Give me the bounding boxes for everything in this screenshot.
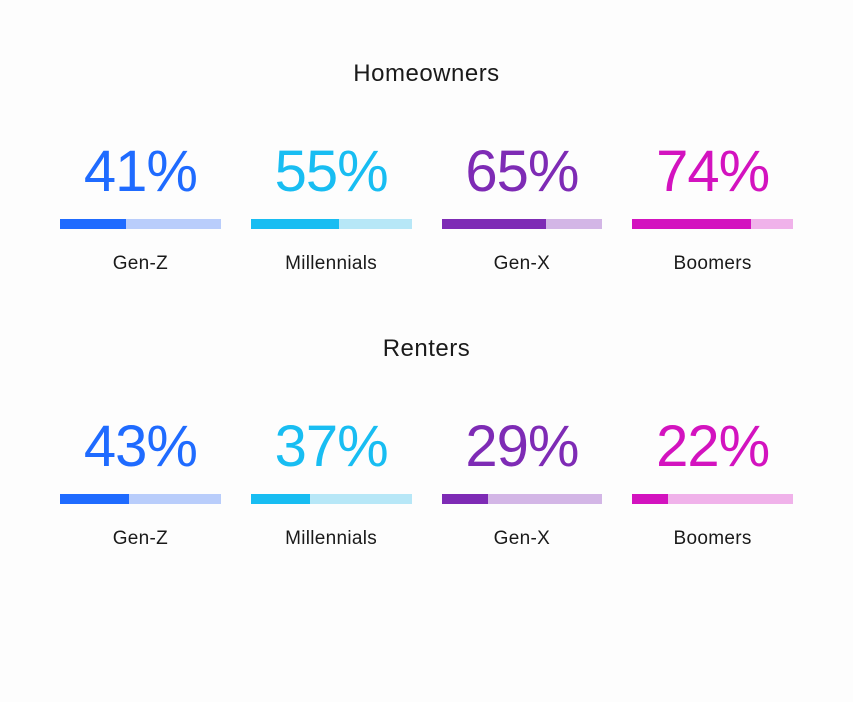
section-title-renters: Renters — [60, 335, 793, 363]
item-label: Gen-Z — [113, 253, 168, 275]
item-homeowners-millennials: 55% Millennials — [251, 143, 412, 275]
bar-track — [442, 219, 603, 229]
item-label: Gen-X — [494, 528, 550, 550]
item-renters-genx: 29% Gen-X — [442, 418, 603, 550]
item-label: Gen-Z — [113, 528, 168, 550]
bar-fill — [632, 494, 667, 504]
bar-fill — [60, 494, 129, 504]
item-renters-millennials: 37% Millennials — [251, 418, 412, 550]
bar-track — [251, 494, 412, 504]
item-homeowners-genx: 65% Gen-X — [442, 143, 603, 275]
bar-track — [60, 219, 221, 229]
bar-track — [60, 494, 221, 504]
row-homeowners: 41% Gen-Z 55% Millennials 65% Gen-X 74% — [60, 143, 793, 275]
row-renters: 43% Gen-Z 37% Millennials 29% Gen-X 22% — [60, 418, 793, 550]
item-label: Boomers — [674, 253, 752, 275]
item-renters-genz: 43% Gen-Z — [60, 418, 221, 550]
bar-fill — [251, 219, 339, 229]
item-label: Millennials — [285, 253, 377, 275]
bar-fill — [60, 219, 126, 229]
pct-value: 65% — [465, 143, 578, 201]
section-title-homeowners: Homeowners — [60, 60, 793, 88]
bar-track — [251, 219, 412, 229]
item-homeowners-boomers: 74% Boomers — [632, 143, 793, 275]
bar-track — [632, 219, 793, 229]
item-label: Gen-X — [494, 253, 550, 275]
item-label: Boomers — [674, 528, 752, 550]
bar-fill — [251, 494, 310, 504]
section-renters: Renters 43% Gen-Z 37% Millennials 29% Ge… — [60, 335, 793, 550]
pct-value: 41% — [84, 143, 197, 201]
item-renters-boomers: 22% Boomers — [632, 418, 793, 550]
bar-track — [442, 494, 603, 504]
pct-value: 74% — [656, 143, 769, 201]
pct-value: 22% — [656, 418, 769, 476]
pct-value: 29% — [465, 418, 578, 476]
pct-value: 43% — [84, 418, 197, 476]
bar-track — [632, 494, 793, 504]
bar-fill — [442, 494, 489, 504]
section-homeowners: Homeowners 41% Gen-Z 55% Millennials 65%… — [60, 60, 793, 275]
pct-value: 55% — [275, 143, 388, 201]
pct-value: 37% — [275, 418, 388, 476]
bar-fill — [442, 219, 546, 229]
item-homeowners-genz: 41% Gen-Z — [60, 143, 221, 275]
bar-fill — [632, 219, 751, 229]
item-label: Millennials — [285, 528, 377, 550]
